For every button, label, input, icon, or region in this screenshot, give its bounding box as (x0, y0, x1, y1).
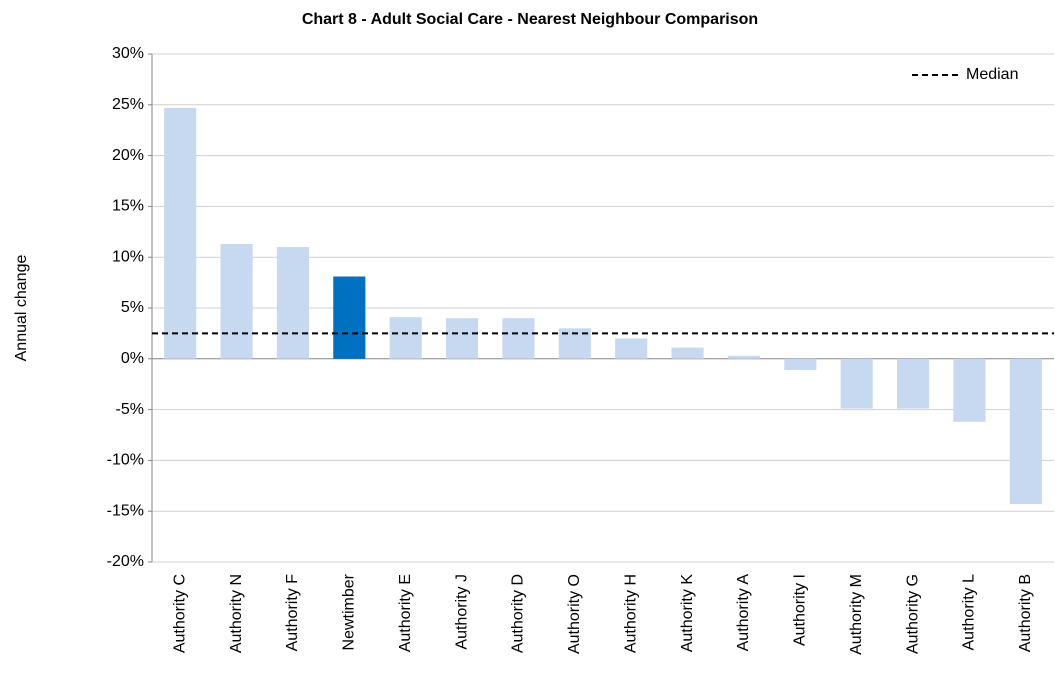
y-tick-label: -5% (116, 401, 144, 418)
x-tick-label: Newtimber (341, 573, 358, 650)
x-tick-label: Authority A (735, 574, 752, 652)
y-tick-label: 5% (121, 299, 144, 316)
bar (502, 318, 535, 359)
bar (727, 355, 761, 359)
y-tick-label: 10% (112, 248, 144, 265)
y-tick-label: 30% (112, 45, 144, 62)
x-tick-label: Authority J (453, 574, 470, 650)
x-tick-label: Authority H (622, 574, 639, 653)
x-tick-label: Authority D (510, 574, 527, 653)
bar (671, 347, 704, 359)
bar (784, 358, 817, 370)
x-tick-label: Authority F (284, 574, 301, 652)
bar (615, 338, 648, 359)
y-tick-label: -15% (107, 502, 144, 519)
x-tick-label: Authority C (171, 574, 188, 653)
x-tick-label: Authority G (904, 574, 921, 654)
x-tick-label: Authority B (1017, 574, 1034, 652)
legend-label: Median (966, 66, 1018, 83)
x-tick-label: Authority K (679, 574, 696, 653)
bar (276, 247, 310, 359)
bar (333, 276, 366, 359)
y-tick-label: -20% (107, 553, 144, 570)
bar (953, 358, 986, 422)
y-tick-label: 15% (112, 198, 144, 215)
bar (164, 107, 197, 359)
x-tick-label: Authority I (792, 574, 809, 646)
bar (840, 358, 873, 409)
x-tick-label: Authority M (848, 574, 865, 655)
bar (445, 318, 479, 359)
y-axis-label: Annual change (13, 255, 30, 362)
x-tick-label: Authority N (228, 574, 245, 653)
bar (389, 317, 422, 359)
chart-title: Chart 8 - Adult Social Care - Nearest Ne… (302, 11, 758, 28)
x-tick-label: Authority O (566, 574, 583, 654)
y-tick-label: 25% (112, 96, 144, 113)
y-tick-label: -10% (107, 452, 144, 469)
x-tick-label: Authority E (397, 574, 414, 652)
bar (220, 243, 253, 359)
y-tick-label: 0% (121, 350, 144, 367)
x-tick-label: Authority L (961, 574, 978, 651)
y-tick-label: 20% (112, 147, 144, 164)
bar (1009, 358, 1042, 505)
bar (896, 358, 930, 409)
